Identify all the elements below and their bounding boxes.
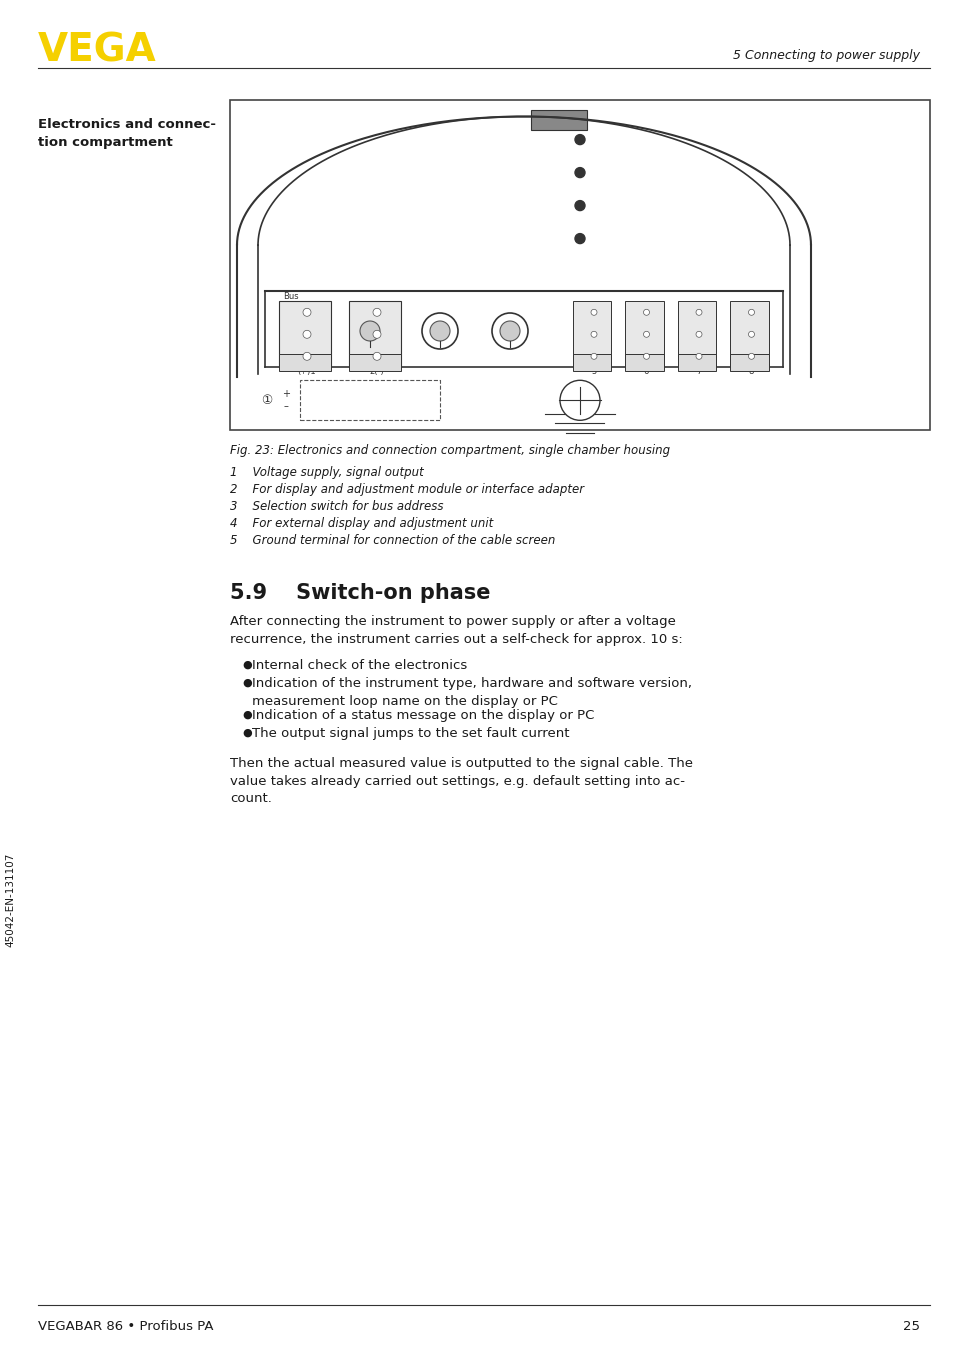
Bar (349, 302, 401, 367)
Bar (730, 355, 768, 371)
Circle shape (373, 330, 380, 338)
Text: 4    For external display and adjustment unit: 4 For external display and adjustment un… (230, 517, 493, 529)
Circle shape (696, 309, 701, 315)
Bar (230, 100, 929, 431)
Text: ●: ● (242, 678, 252, 688)
Circle shape (590, 332, 597, 337)
Circle shape (748, 353, 754, 359)
Circle shape (575, 200, 584, 211)
Bar (349, 355, 401, 371)
Circle shape (373, 309, 380, 317)
Text: tion compartment: tion compartment (38, 135, 172, 149)
Text: 2    For display and adjustment module or interface adapter: 2 For display and adjustment module or i… (230, 483, 583, 496)
Text: Then the actual measured value is outputted to the signal cable. The
value takes: Then the actual measured value is output… (230, 757, 692, 806)
Bar (278, 355, 331, 371)
Circle shape (303, 352, 311, 360)
Text: 5: 5 (591, 367, 596, 376)
Text: ●: ● (242, 659, 252, 670)
Circle shape (303, 309, 311, 317)
Bar (299, 380, 439, 420)
Text: The output signal jumps to the set fault current: The output signal jumps to the set fault… (252, 727, 569, 741)
Circle shape (575, 134, 584, 145)
Circle shape (590, 353, 597, 359)
Circle shape (696, 332, 701, 337)
Text: ①: ① (260, 394, 272, 406)
Circle shape (373, 352, 380, 360)
Circle shape (352, 313, 388, 349)
Circle shape (575, 168, 584, 177)
Text: Fig. 23: Electronics and connection compartment, single chamber housing: Fig. 23: Electronics and connection comp… (230, 444, 669, 458)
Text: +: + (282, 390, 290, 399)
Text: Internal check of the electronics: Internal check of the electronics (252, 659, 467, 672)
Circle shape (499, 321, 519, 341)
Text: 7: 7 (696, 367, 701, 376)
Text: Bus: Bus (283, 292, 298, 302)
Text: 2(-): 2(-) (369, 367, 384, 376)
Text: Indication of a status message on the display or PC: Indication of a status message on the di… (252, 709, 594, 722)
Text: VEGA: VEGA (38, 31, 156, 69)
Text: 5.9    Switch-on phase: 5.9 Switch-on phase (230, 584, 490, 603)
Circle shape (643, 309, 649, 315)
Text: ●: ● (242, 728, 252, 738)
Circle shape (559, 380, 599, 420)
Circle shape (643, 332, 649, 337)
Text: 5    Ground terminal for connection of the cable screen: 5 Ground terminal for connection of the … (230, 533, 555, 547)
Bar (531, 110, 586, 130)
Bar (678, 355, 716, 371)
Text: 8: 8 (748, 367, 754, 376)
Circle shape (748, 309, 754, 315)
Text: Indication of the instrument type, hardware and software version,
measurement lo: Indication of the instrument type, hardw… (252, 677, 691, 708)
Circle shape (359, 321, 379, 341)
Circle shape (643, 353, 649, 359)
Text: After connecting the instrument to power supply or after a voltage
recurrence, t: After connecting the instrument to power… (230, 615, 682, 646)
Circle shape (303, 330, 311, 338)
Bar (278, 302, 331, 367)
Text: 1    Voltage supply, signal output: 1 Voltage supply, signal output (230, 466, 423, 479)
Text: VEGABAR 86 • Profibus PA: VEGABAR 86 • Profibus PA (38, 1320, 213, 1332)
Circle shape (575, 234, 584, 244)
Text: 45042-EN-131107: 45042-EN-131107 (5, 853, 15, 948)
Bar (573, 355, 611, 371)
Circle shape (590, 309, 597, 315)
Bar (678, 302, 716, 367)
Bar (730, 302, 768, 367)
Bar (625, 302, 663, 367)
Text: 6: 6 (643, 367, 648, 376)
Text: Electronics and connec-: Electronics and connec- (38, 118, 215, 131)
Text: 5 Connecting to power supply: 5 Connecting to power supply (732, 49, 919, 61)
Circle shape (430, 321, 450, 341)
Circle shape (748, 332, 754, 337)
Bar (573, 302, 611, 367)
Text: (+)1: (+)1 (297, 367, 316, 376)
Text: ●: ● (242, 709, 252, 720)
Bar (625, 355, 663, 371)
Circle shape (696, 353, 701, 359)
Text: 3    Selection switch for bus address: 3 Selection switch for bus address (230, 500, 443, 513)
Text: 25: 25 (902, 1320, 919, 1332)
Circle shape (421, 313, 457, 349)
Text: –: – (283, 401, 288, 412)
Circle shape (492, 313, 527, 349)
